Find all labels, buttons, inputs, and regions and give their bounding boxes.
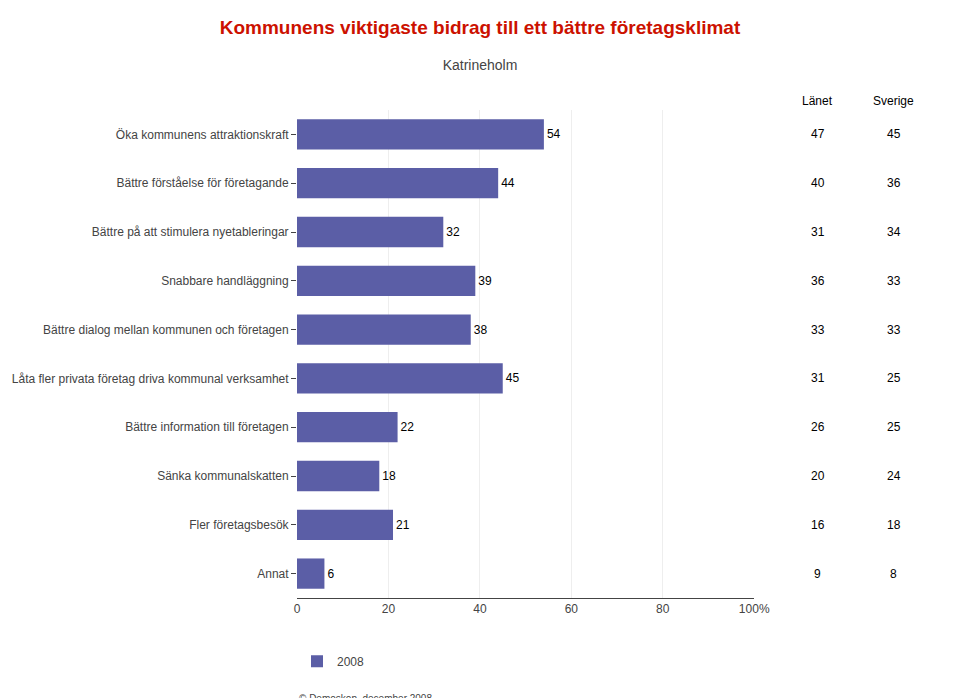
svg-text:34: 34 — [887, 225, 901, 239]
svg-text:25: 25 — [887, 420, 901, 434]
svg-text:18: 18 — [887, 518, 901, 532]
svg-text:2008: 2008 — [337, 655, 364, 669]
svg-text:Bättre dialog mellan kommunen: Bättre dialog mellan kommunen och företa… — [43, 323, 288, 337]
svg-text:20: 20 — [382, 602, 396, 616]
svg-text:22: 22 — [401, 420, 415, 434]
svg-text:Katrineholm: Katrineholm — [443, 57, 518, 73]
svg-text:Kommunens viktigaste bidrag ti: Kommunens viktigaste bidrag till ett bät… — [220, 17, 741, 38]
svg-text:31: 31 — [811, 371, 825, 385]
svg-text:54: 54 — [547, 127, 561, 141]
svg-text:45: 45 — [506, 371, 520, 385]
svg-text:33: 33 — [887, 274, 901, 288]
svg-text:47: 47 — [811, 127, 825, 141]
svg-text:36: 36 — [811, 274, 825, 288]
svg-text:33: 33 — [811, 323, 825, 337]
svg-text:© Demoskop, december 2008: © Demoskop, december 2008 — [299, 693, 432, 698]
svg-text:6: 6 — [327, 567, 334, 581]
svg-text:44: 44 — [501, 176, 515, 190]
svg-text:Annat: Annat — [257, 567, 289, 581]
svg-text:80: 80 — [656, 602, 670, 616]
svg-text:Fler företagsbesök: Fler företagsbesök — [189, 518, 289, 532]
svg-text:Bättre information till företa: Bättre information till företagen — [125, 420, 288, 434]
svg-text:26: 26 — [811, 420, 825, 434]
svg-text:32: 32 — [446, 225, 460, 239]
svg-text:Sverige: Sverige — [873, 94, 914, 108]
svg-text:45: 45 — [887, 127, 901, 141]
svg-text:Bättre förståelse för företaga: Bättre förståelse för företagande — [116, 176, 288, 190]
svg-text:21: 21 — [396, 518, 410, 532]
svg-text:Snabbare handläggning: Snabbare handläggning — [161, 274, 288, 288]
svg-text:Sänka kommunalskatten: Sänka kommunalskatten — [157, 469, 288, 483]
svg-text:Bättre på att stimulera nyetab: Bättre på att stimulera nyetableringar — [92, 225, 289, 239]
svg-text:Öka kommunens attraktionskraft: Öka kommunens attraktionskraft — [116, 128, 289, 142]
svg-text:24: 24 — [887, 469, 901, 483]
svg-text:40: 40 — [811, 176, 825, 190]
svg-text:20: 20 — [811, 469, 825, 483]
svg-text:38: 38 — [474, 323, 488, 337]
svg-text:39: 39 — [478, 274, 492, 288]
svg-text:Länet: Länet — [802, 94, 833, 108]
svg-text:9: 9 — [814, 567, 821, 581]
svg-text:60: 60 — [565, 602, 579, 616]
svg-text:36: 36 — [887, 176, 901, 190]
svg-text:0: 0 — [294, 602, 301, 616]
svg-text:16: 16 — [811, 518, 825, 532]
svg-text:100%: 100% — [739, 602, 770, 616]
svg-text:8: 8 — [890, 567, 897, 581]
svg-text:40: 40 — [473, 602, 487, 616]
svg-text:31: 31 — [811, 225, 825, 239]
svg-text:18: 18 — [382, 469, 396, 483]
svg-text:33: 33 — [887, 323, 901, 337]
svg-text:25: 25 — [887, 371, 901, 385]
svg-text:Låta fler privata företag driv: Låta fler privata företag driva kommunal… — [12, 372, 289, 386]
